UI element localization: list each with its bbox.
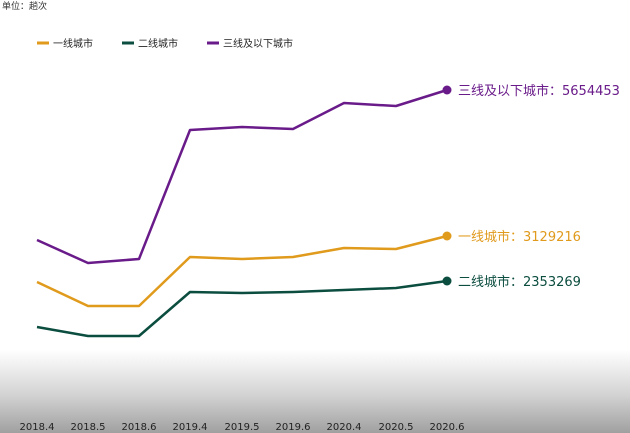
- x-tick-label: 2018.4: [20, 422, 55, 433]
- x-tick-label: 2018.6: [122, 422, 157, 433]
- legend-label: 二线城市: [138, 37, 178, 50]
- series-end-point: [442, 85, 452, 95]
- chart-lines: [36, 85, 452, 338]
- series-end-label: 一线城市：3129216: [458, 229, 581, 245]
- series-end-label: 三线及以下城市：5654453: [458, 83, 620, 99]
- unit-label: 单位：趟次: [2, 0, 47, 12]
- bottom-shade: [0, 350, 630, 433]
- series-end-point: [442, 231, 452, 241]
- x-tick-label: 2018.5: [71, 422, 106, 433]
- legend-label: 三线及以下城市: [223, 37, 293, 50]
- series-line: [36, 279, 448, 338]
- x-tick-label: 2020.4: [327, 422, 362, 433]
- chart-end-labels: 一线城市：3129216 二线城市：2353269 三线及以下城市：5654453: [458, 83, 620, 290]
- legend-label: 一线城市: [53, 37, 93, 50]
- x-tick-label: 2019.5: [225, 422, 260, 433]
- x-tick-label: 2020.6: [430, 422, 465, 433]
- x-tick-label: 2019.4: [173, 422, 208, 433]
- series-end-label: 二线城市：2353269: [458, 274, 581, 290]
- series-line: [36, 234, 448, 308]
- x-axis-ticks: 2018.4 2018.5 2018.6 2019.4 2019.5 2019.6 2020…: [20, 422, 465, 433]
- x-tick-label: 2019.6: [276, 422, 311, 433]
- chart-legend: 一线城市 二线城市 三线及以下城市: [37, 37, 293, 50]
- series-end-point: [442, 276, 452, 286]
- series-line: [36, 88, 448, 265]
- x-tick-label: 2020.5: [379, 422, 414, 433]
